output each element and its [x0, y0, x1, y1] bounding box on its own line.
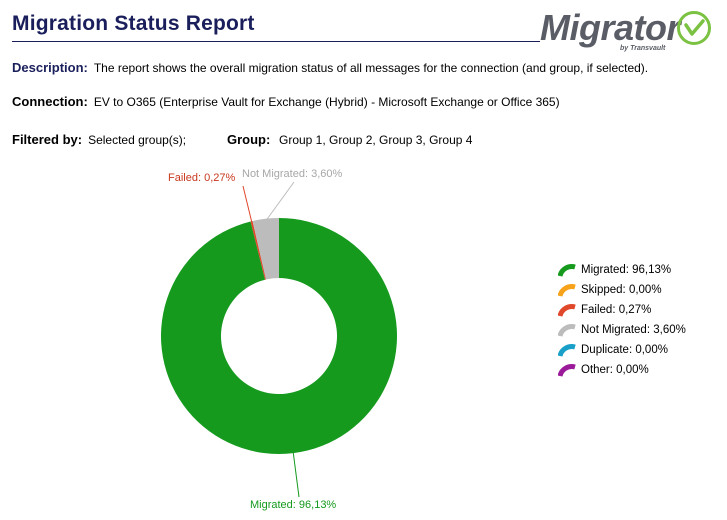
leader-line-failed — [242, 185, 253, 224]
legend-label-skipped: Skipped: 0,00% — [581, 284, 662, 296]
legend-swatch-skipped — [558, 284, 576, 297]
filtered-value: Selected group(s); — [88, 133, 187, 147]
title-underline — [12, 41, 540, 42]
connection-label: Connection: — [12, 94, 88, 109]
legend-label-failed: Failed: 0,27% — [581, 304, 652, 316]
legend-label-migrated: Migrated: 96,13% — [581, 264, 672, 276]
donut-slice-not-migrated — [252, 218, 279, 280]
donut-slice-failed — [250, 221, 266, 280]
legend-swatch-duplicate — [558, 344, 576, 357]
donut-slice-migrated — [160, 218, 397, 454]
description-value: The report shows the overall migration s… — [93, 61, 649, 75]
legend-swatch-not-migrated — [558, 324, 576, 337]
legend-item-other: Other: 0,00% — [558, 362, 686, 382]
group-label: Group: — [227, 132, 271, 147]
legend-item-skipped: Skipped: 0,00% — [558, 282, 686, 302]
legend-item-failed: Failed: 0,27% — [558, 302, 686, 322]
legend-swatch-other — [558, 364, 576, 377]
logo-tagline: by Transvault — [620, 45, 666, 52]
description-label: Description: — [12, 60, 88, 75]
filtered-row: Filtered by: Selected group(s); — [12, 132, 186, 147]
data-label-migrated: Migrated: 96,13% — [250, 499, 336, 511]
chart-legend: Migrated: 96,13% Skipped: 0,00% Failed: 0,… — [558, 262, 686, 382]
data-label-failed: Failed: 0,27% — [168, 172, 235, 184]
group-value: Group 1, Group 2, Group 3, Group 4 — [279, 133, 473, 147]
leader-line-migrated — [292, 451, 300, 498]
logo-check-icon — [677, 11, 711, 45]
legend-label-duplicate: Duplicate: 0,00% — [581, 344, 668, 356]
data-label-not-migrated: Not Migrated: 3,60% — [242, 168, 342, 180]
legend-item-migrated: Migrated: 96,13% — [558, 262, 686, 282]
description-row: Description: The report shows the overall… — [12, 60, 648, 75]
legend-label-not-migrated: Not Migrated: 3,60% — [581, 324, 686, 336]
filtered-label: Filtered by: — [12, 132, 83, 147]
logo-wordmark: Migrator — [540, 7, 681, 48]
leader-line-not-migrated — [265, 181, 295, 222]
legend-item-duplicate: Duplicate: 0,00% — [558, 342, 686, 362]
connection-value: EV to O365 (Enterprise Vault for Exchang… — [93, 95, 560, 109]
report-title: Migration Status Report — [12, 12, 255, 35]
legend-swatch-failed — [558, 304, 576, 317]
legend-label-other: Other: 0,00% — [581, 364, 649, 376]
legend-item-not-migrated: Not Migrated: 3,60% — [558, 322, 686, 342]
legend-swatch-migrated — [558, 264, 576, 277]
connection-row: Connection: EV to O365 (Enterprise Vault … — [12, 94, 560, 109]
migrator-logo: Migrator by Transvault — [540, 8, 720, 52]
